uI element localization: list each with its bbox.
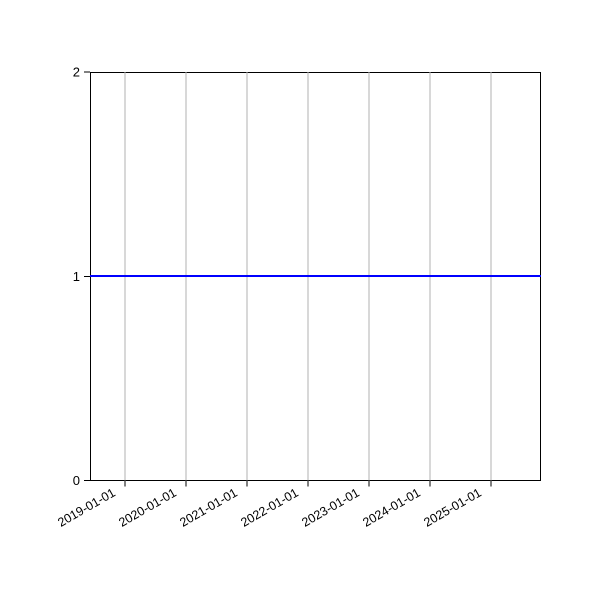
svg-text:1: 1	[73, 269, 80, 284]
svg-text:0: 0	[73, 473, 80, 488]
svg-text:2: 2	[73, 65, 80, 80]
